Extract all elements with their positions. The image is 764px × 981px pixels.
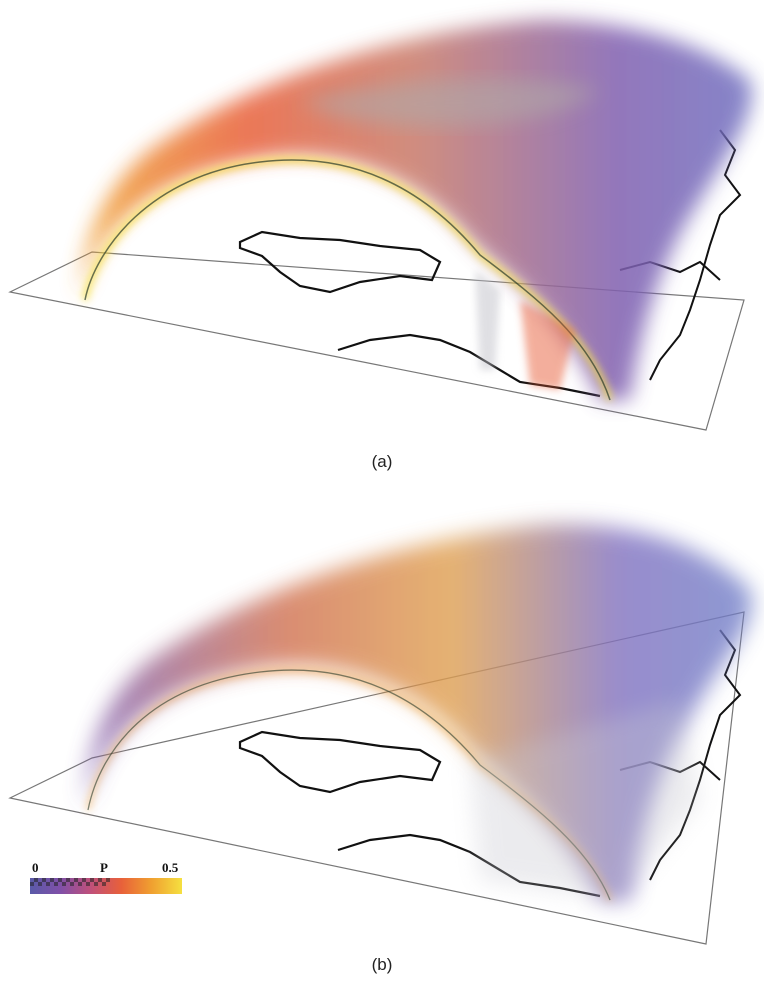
plume-drip [520, 300, 575, 390]
panel-a-svg [8, 20, 752, 431]
panel-a-volume-rendering [0, 0, 764, 440]
coastline [649, 129, 742, 381]
panel-b-svg [8, 524, 752, 945]
plume-drip [475, 270, 500, 370]
panel-a-caption: (a) [371, 452, 393, 471]
panel-b-volume-rendering [0, 500, 764, 945]
colorbar-opacity-pattern [30, 878, 110, 886]
plume-core [300, 79, 600, 127]
coastline [238, 230, 442, 294]
coastline [238, 730, 442, 794]
plume-volume [80, 20, 752, 400]
coastline [649, 629, 742, 881]
plume-haze [470, 700, 700, 900]
plume-ridge-edge [84, 159, 611, 401]
colorbar: 0 P 0.5 [30, 860, 185, 920]
panel-b-caption: (b) [371, 955, 393, 974]
colorbar-variable-label: P [100, 860, 108, 875]
ground-plane [8, 251, 745, 431]
colorbar-min-label: 0 [32, 860, 39, 875]
colorbar-max-label: 0.5 [162, 860, 179, 875]
